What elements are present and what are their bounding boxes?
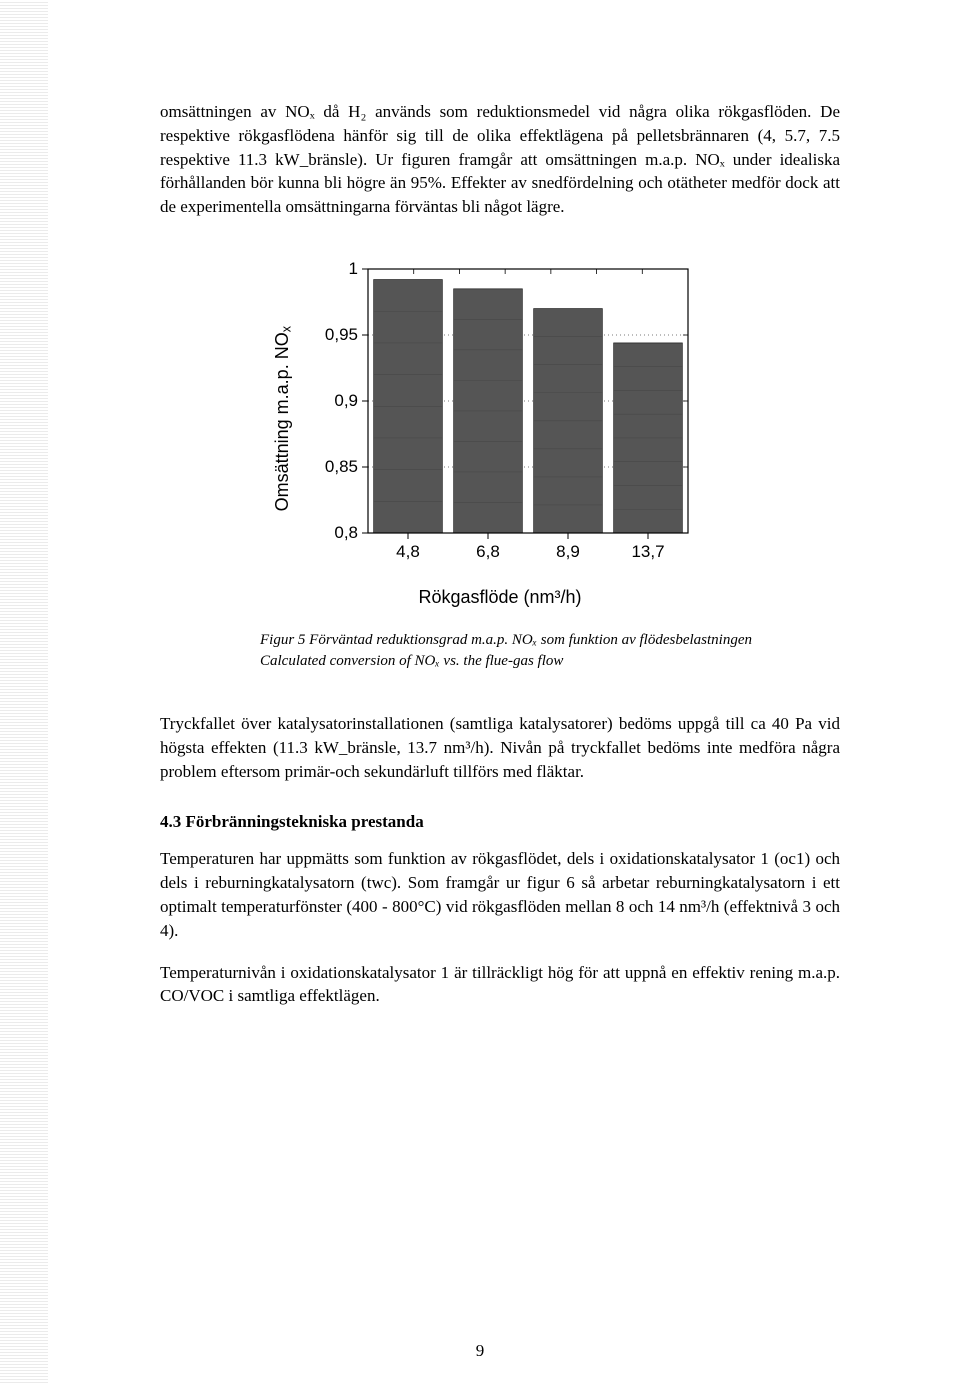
svg-text:0,85: 0,85 (325, 457, 358, 476)
ylabel-text: Omsättning m.a.p. NO (272, 333, 292, 512)
paragraph-3: Temperaturen har uppmätts som funktion a… (160, 847, 840, 942)
svg-text:13,7: 13,7 (632, 542, 665, 561)
figure-5-chart: Omsättning m.a.p. NOx 0,8 0,85 0,9 0,95 1 4,8… (270, 259, 730, 610)
svg-text:0,8: 0,8 (335, 523, 359, 542)
caption-line1: Figur 5 Förväntad reduktionsgrad m.a.p. … (260, 632, 752, 648)
figure-5-caption: Figur 5 Förväntad reduktionsgrad m.a.p. … (260, 630, 780, 672)
svg-text:6,8: 6,8 (476, 542, 500, 561)
section-4-3-title: 4.3 Förbränningstekniska prestanda (160, 810, 840, 834)
svg-text:0,95: 0,95 (325, 325, 358, 344)
paragraph-1: omsättningen av NOₓ då H₂ används som re… (160, 100, 840, 219)
svg-text:4,8: 4,8 (396, 542, 420, 561)
scan-noise-strip (0, 0, 48, 1383)
paragraph-2: Tryckfallet över katalysatorinstallation… (160, 712, 840, 783)
paragraph-4: Temperaturnivån i oxidationskatalysator … (160, 961, 840, 1009)
page-number: 9 (476, 1339, 485, 1363)
chart-ylabel: Omsättning m.a.p. NOx (270, 326, 296, 511)
svg-text:0,9: 0,9 (335, 391, 359, 410)
chart-svg: 0,8 0,85 0,9 0,95 1 4,8 6,8 8,9 13,7 (312, 259, 712, 579)
chart-xlabel: Rökgasflöde (nm³/h) (270, 585, 730, 610)
ylabel-subscript: x (280, 326, 294, 332)
caption-line2: Calculated conversion of NOₓ vs. the flu… (260, 653, 563, 669)
svg-text:8,9: 8,9 (556, 542, 580, 561)
svg-text:1: 1 (349, 259, 358, 278)
